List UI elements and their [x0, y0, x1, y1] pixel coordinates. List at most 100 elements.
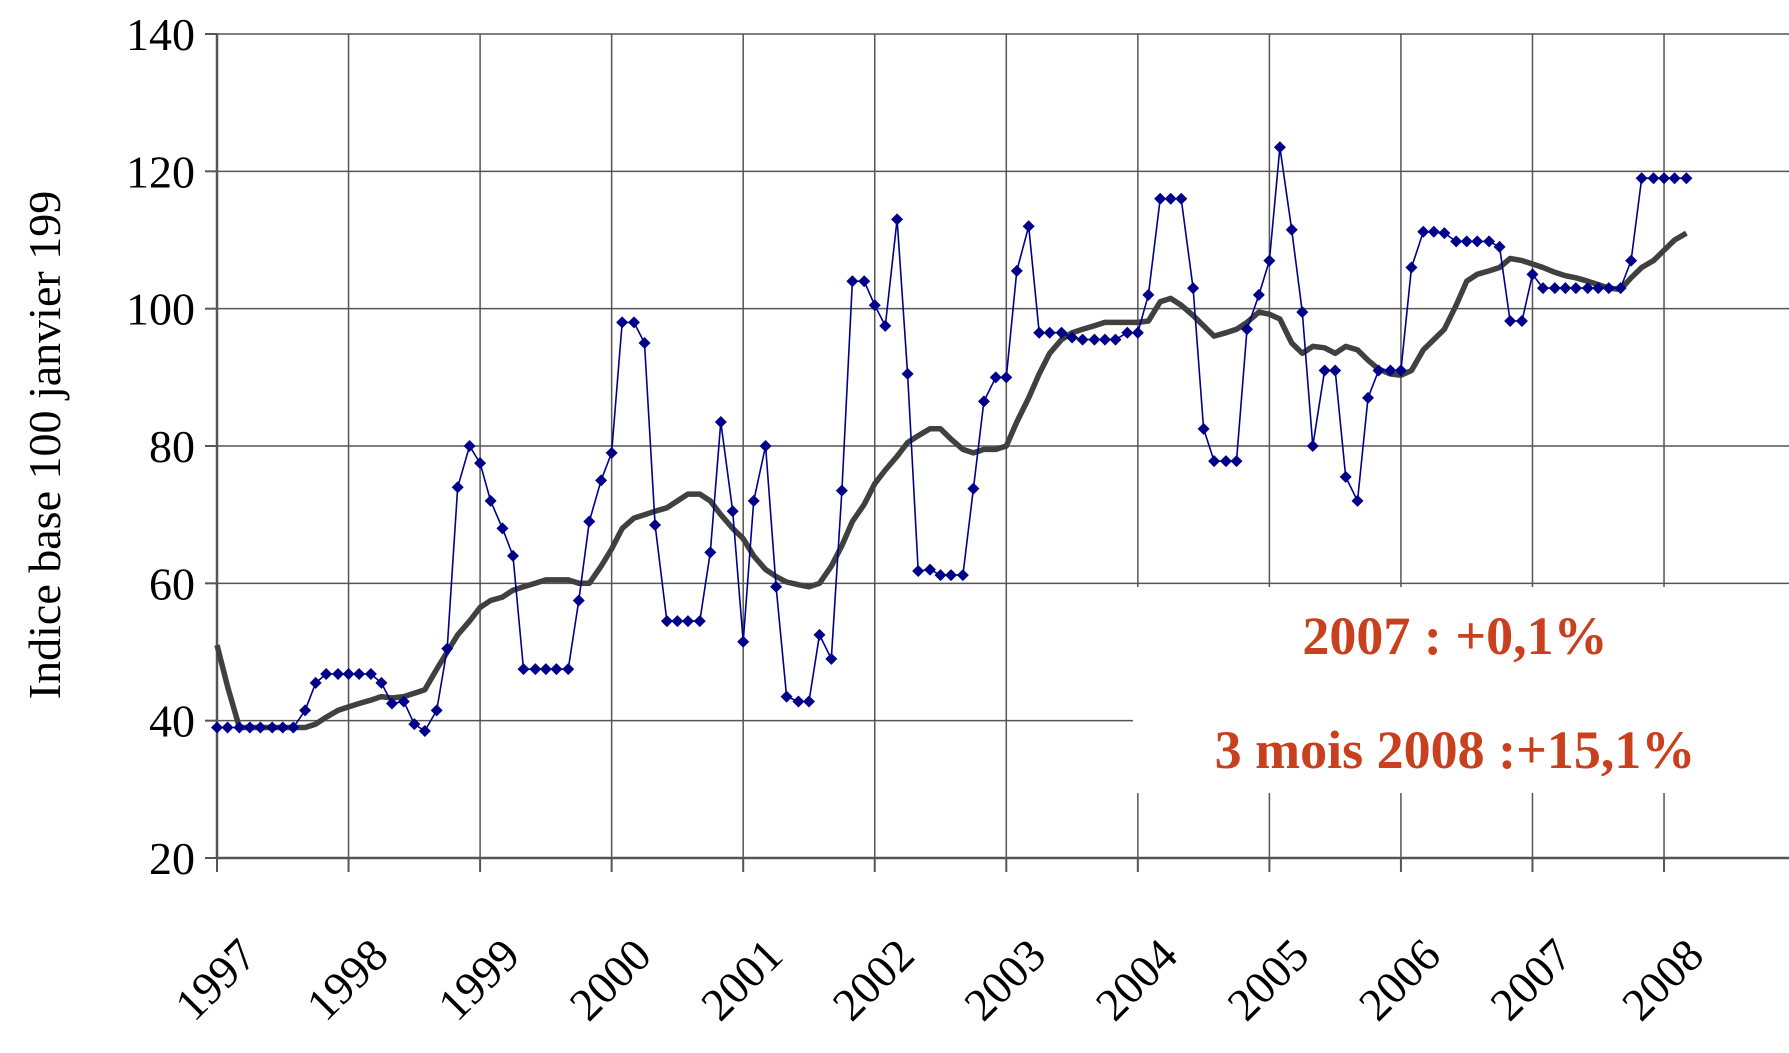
marker [375, 676, 388, 689]
x-tick-label: 2001 [691, 929, 792, 1030]
marker [430, 704, 443, 717]
marker [714, 415, 727, 428]
marker [802, 695, 815, 708]
y-tick-label: 140 [126, 9, 195, 60]
marker [463, 440, 476, 452]
marker [1088, 333, 1101, 346]
marker [1471, 235, 1484, 248]
marker [1668, 172, 1681, 185]
y-tick-label: 100 [126, 284, 195, 335]
marker [1252, 288, 1265, 301]
y-tick-label: 20 [149, 833, 195, 884]
marker [397, 695, 410, 708]
marker [1635, 172, 1648, 185]
marker [517, 663, 530, 676]
marker [846, 275, 859, 288]
marker [1394, 364, 1407, 377]
marker [1438, 227, 1451, 240]
marker [254, 721, 267, 734]
marker [1121, 326, 1134, 339]
marker [364, 667, 377, 680]
marker [408, 718, 421, 731]
marker [583, 515, 596, 528]
marker [1384, 364, 1397, 377]
marker [671, 615, 684, 628]
marker [1602, 282, 1615, 295]
marker [243, 721, 256, 734]
marker [770, 580, 783, 593]
marker [385, 697, 398, 710]
marker [221, 721, 234, 734]
marker [1339, 470, 1352, 483]
marker [474, 457, 487, 470]
marker [693, 615, 706, 628]
marker [572, 594, 585, 607]
marker [1109, 333, 1122, 346]
marker [1614, 282, 1627, 295]
marker [550, 663, 563, 676]
marker [1208, 455, 1221, 468]
marker [912, 564, 925, 577]
marker [1175, 192, 1188, 205]
marker [649, 518, 662, 531]
marker [1515, 315, 1528, 328]
marker [1000, 371, 1013, 384]
marker [1680, 172, 1693, 185]
marker [1592, 282, 1605, 295]
marker [1164, 192, 1177, 205]
marker [418, 724, 431, 737]
marker [562, 663, 575, 676]
marker [1010, 264, 1023, 277]
marker [1263, 254, 1276, 267]
marker [638, 337, 651, 349]
marker [266, 721, 279, 734]
marker [1066, 331, 1079, 344]
marker [1306, 440, 1319, 452]
x-tick-label: 2007 [1480, 929, 1581, 1030]
marker [1296, 306, 1309, 319]
marker [1526, 268, 1539, 281]
marker [891, 213, 904, 226]
marker [342, 667, 355, 680]
y-tick-label: 120 [126, 146, 195, 197]
marker [1187, 282, 1200, 295]
marker [1033, 326, 1046, 339]
marker [1625, 254, 1638, 267]
marker [1329, 364, 1342, 377]
marker [628, 316, 641, 329]
marker [1351, 494, 1364, 507]
marker [451, 481, 464, 494]
marker [1483, 235, 1496, 248]
marker [1241, 323, 1254, 336]
marker [1219, 455, 1232, 468]
marker [1098, 333, 1111, 346]
marker [539, 663, 552, 676]
marker [923, 563, 936, 576]
marker [309, 676, 322, 689]
annotation: 2007 : +0,1% [1302, 606, 1607, 666]
x-tick-label: 2004 [1086, 929, 1187, 1030]
marker [868, 299, 881, 312]
marker [1230, 455, 1243, 468]
marker [825, 652, 838, 665]
marker [1504, 315, 1517, 328]
marker [1493, 240, 1506, 253]
marker [605, 446, 618, 459]
y-tick-label: 40 [149, 696, 195, 747]
marker [529, 663, 542, 676]
marker [211, 721, 223, 734]
marker [595, 474, 608, 487]
marker [737, 635, 750, 648]
marker [1055, 326, 1068, 339]
marker [660, 615, 673, 628]
marker [901, 367, 914, 380]
marker [977, 395, 990, 408]
marker [353, 667, 366, 680]
marker [332, 667, 345, 680]
marker [1076, 333, 1089, 346]
marker [1154, 192, 1167, 205]
series-line [214, 230, 1688, 731]
marker [879, 319, 892, 332]
annotation: 3 mois 2008 :+15,1% [1215, 720, 1696, 780]
x-tick-label: 2003 [954, 929, 1055, 1030]
